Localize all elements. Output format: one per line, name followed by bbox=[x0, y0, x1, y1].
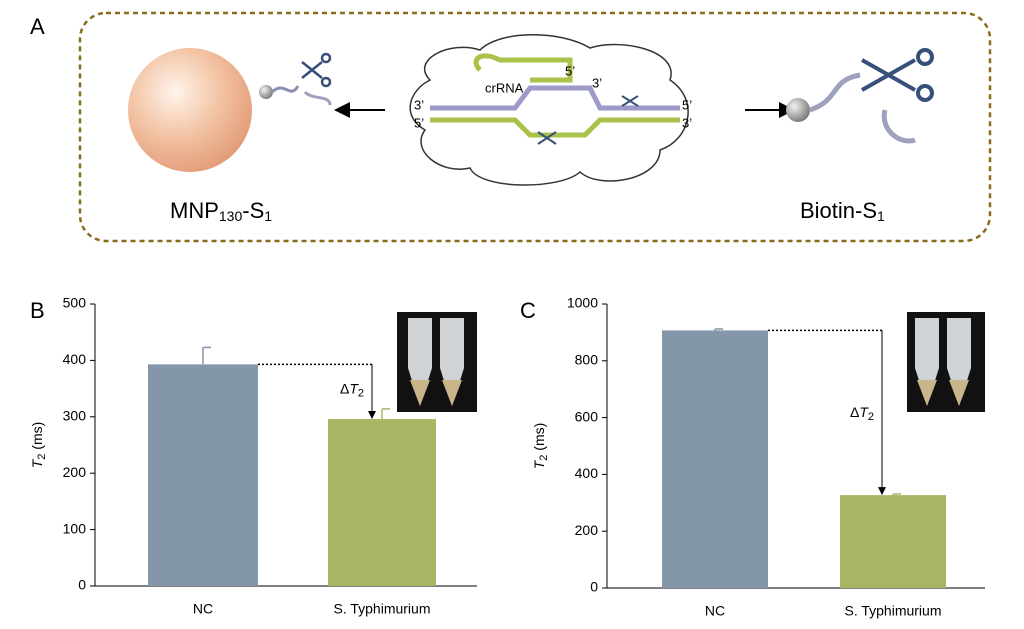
photo-inset bbox=[397, 312, 477, 412]
y-tick-label: 300 bbox=[63, 408, 87, 424]
non-target-strand bbox=[430, 117, 680, 138]
y-tick-label: 1000 bbox=[567, 295, 598, 311]
y-tick-label: 0 bbox=[590, 579, 598, 595]
scissors bbox=[861, 48, 934, 102]
y-tick-label: 0 bbox=[78, 577, 86, 593]
scissors bbox=[301, 52, 332, 88]
bar bbox=[328, 419, 436, 586]
bar bbox=[662, 330, 768, 588]
y-tick-label: 400 bbox=[63, 351, 87, 367]
photo-inset bbox=[907, 312, 985, 412]
text-part: 2 bbox=[538, 455, 550, 461]
strand bbox=[270, 85, 300, 94]
x-tick-label: NC bbox=[193, 601, 213, 617]
panel-label: C bbox=[520, 298, 536, 323]
text-part: T bbox=[531, 459, 547, 469]
crrna-strand bbox=[473, 53, 573, 83]
x-tick-label: NC bbox=[705, 603, 725, 619]
bar bbox=[148, 364, 258, 586]
strand bbox=[881, 109, 916, 144]
biotin bbox=[786, 98, 810, 122]
strand-end: 3’ bbox=[682, 115, 692, 130]
x-tick-label: S. Typhimurium bbox=[334, 601, 431, 617]
biotin bbox=[259, 85, 273, 99]
magnetic-particle bbox=[128, 48, 252, 172]
cas-protein bbox=[409, 34, 689, 186]
text-part: T bbox=[859, 403, 869, 419]
y-tick-label: 200 bbox=[63, 464, 87, 480]
strand-end: 5’ bbox=[414, 115, 424, 130]
strand bbox=[809, 72, 861, 113]
y-tick-label: 100 bbox=[63, 520, 87, 536]
strand-end: 3’ bbox=[414, 97, 424, 112]
text-part: 2 bbox=[358, 388, 364, 400]
y-axis-label: T2 (ms) bbox=[29, 422, 48, 469]
y-tick-label: 800 bbox=[575, 352, 599, 368]
text-part: Δ bbox=[850, 403, 859, 419]
scissors bbox=[537, 95, 639, 145]
panel-a: A crRNA 5’ 3’ 3’ 5’ 5’ 3’ bbox=[30, 11, 992, 243]
panel-label: B bbox=[30, 298, 45, 323]
y-axis-label: T2 (ms) bbox=[531, 423, 550, 470]
strand-end: 5’ bbox=[682, 97, 692, 112]
delta-label: ΔT2 bbox=[850, 403, 874, 422]
text-part: Δ bbox=[340, 380, 349, 396]
delta-label: ΔT2 bbox=[340, 380, 364, 399]
frame bbox=[78, 11, 992, 243]
text-part: T bbox=[29, 458, 45, 468]
y-tick-label: 600 bbox=[575, 408, 599, 424]
bar bbox=[840, 495, 946, 588]
y-tick-label: 200 bbox=[575, 522, 599, 538]
strand bbox=[303, 90, 332, 106]
text-part: (ms) bbox=[29, 422, 45, 454]
left-label: MNP130-S1 bbox=[170, 198, 272, 224]
strand-end: 3’ bbox=[592, 75, 602, 90]
text-part: 2 bbox=[36, 454, 48, 460]
target-strand bbox=[430, 85, 680, 111]
panel-label: A bbox=[30, 14, 45, 39]
x-tick-label: S. Typhimurium bbox=[845, 603, 942, 619]
y-tick-label: 500 bbox=[63, 295, 87, 311]
y-tick-label: 400 bbox=[575, 465, 599, 481]
text-part: 2 bbox=[868, 411, 874, 423]
crrna-label: crRNA bbox=[485, 80, 524, 95]
strand-end: 5’ bbox=[565, 63, 575, 78]
text-part: T bbox=[349, 380, 359, 396]
right-label: Biotin-S1 bbox=[800, 198, 885, 224]
text-part: (ms) bbox=[531, 423, 547, 455]
